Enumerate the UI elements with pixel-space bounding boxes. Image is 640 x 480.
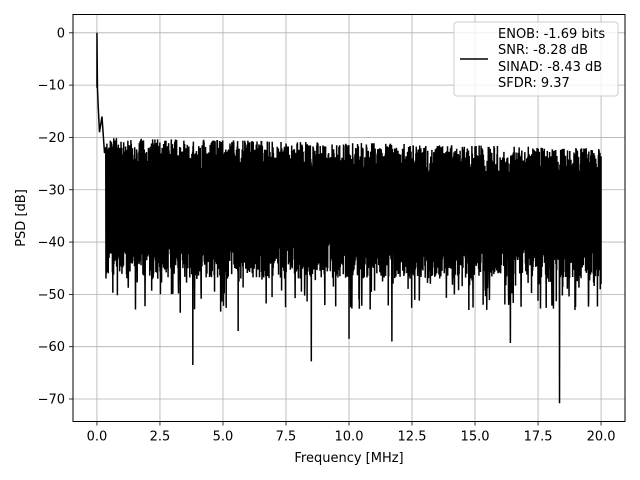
y-tick-label: −40 xyxy=(38,236,65,251)
x-axis-ticks: 0.0 2.5 5.0 7.5 10.0 12.5 15.0 17.5 20.0 xyxy=(87,421,616,445)
x-tick-label: 5.0 xyxy=(213,430,234,445)
legend-box xyxy=(453,21,619,97)
x-tick-label: 7.5 xyxy=(276,430,297,445)
plot-area xyxy=(96,32,602,404)
y-axis-label: PSD [dB] xyxy=(14,189,29,247)
y-tick-label: 0 xyxy=(57,26,65,41)
x-tick-label: 2.5 xyxy=(150,430,171,445)
y-axis-ticks: 0 −10 −20 −30 −40 −50 −60 −70 xyxy=(38,26,73,408)
x-tick-label: 0.0 xyxy=(87,430,108,445)
y-tick-label: −50 xyxy=(38,288,65,303)
x-tick-label: 20.0 xyxy=(587,430,616,445)
y-tick-label: −30 xyxy=(38,183,65,198)
psd-series-line xyxy=(96,32,602,404)
x-tick-label: 12.5 xyxy=(398,430,427,445)
x-tick-label: 17.5 xyxy=(524,430,553,445)
legend: ENOB: -1.69 bits SNR: -8.28 dB SINAD: -8… xyxy=(453,21,619,97)
y-tick-label: −10 xyxy=(38,79,65,94)
legend-entry-line-2: SNR: -8.28 dB xyxy=(498,43,588,58)
legend-entry-line-1: ENOB: -1.69 bits xyxy=(498,27,605,42)
legend-entry-line-4: SFDR: 9.37 xyxy=(498,76,570,91)
y-tick-label: −70 xyxy=(38,393,65,408)
x-tick-label: 10.0 xyxy=(335,430,364,445)
y-tick-label: −60 xyxy=(38,340,65,355)
legend-entry-line-3: SINAD: -8.43 dB xyxy=(498,60,602,75)
y-tick-label: −20 xyxy=(38,131,65,146)
x-axis-label: Frequency [MHz] xyxy=(294,451,403,466)
x-tick-label: 15.0 xyxy=(461,430,490,445)
